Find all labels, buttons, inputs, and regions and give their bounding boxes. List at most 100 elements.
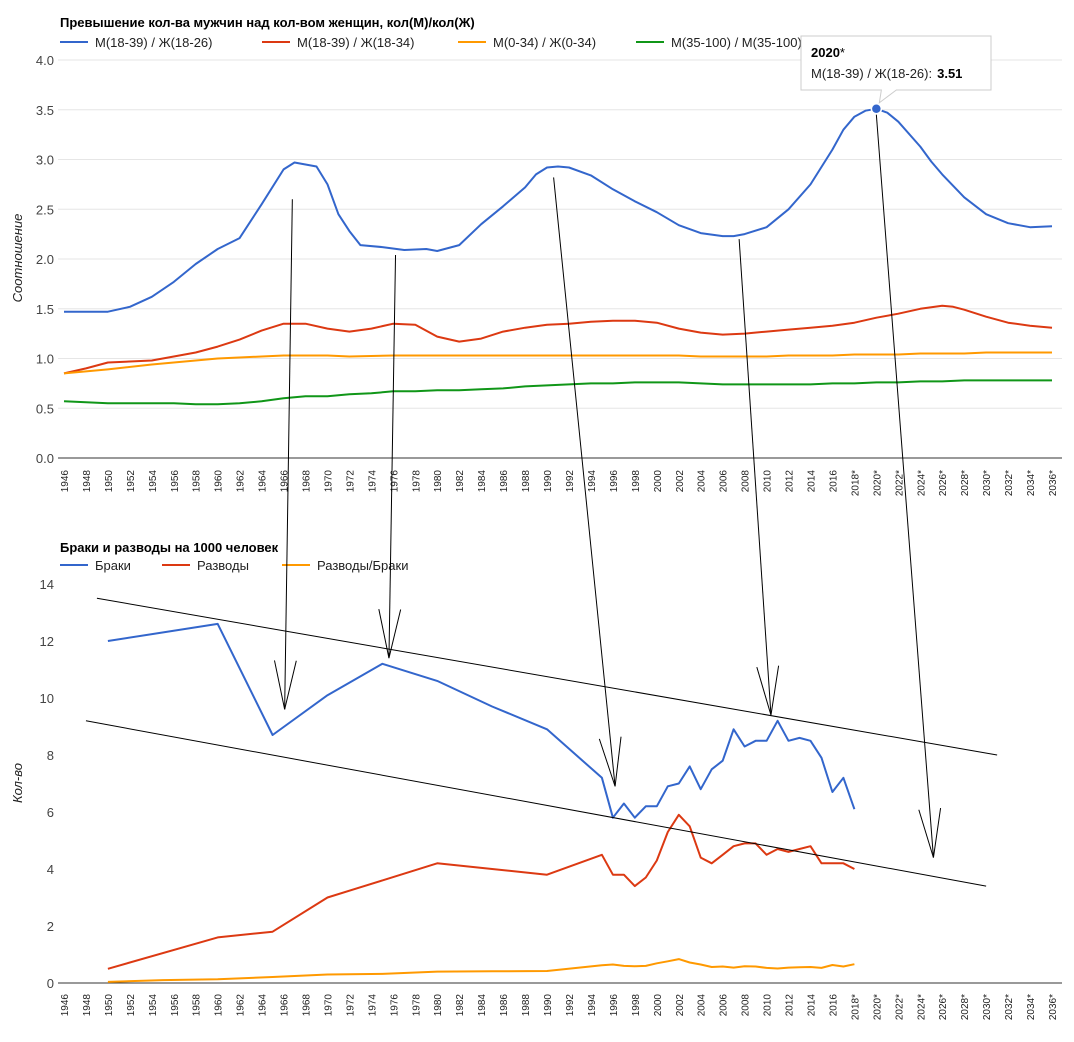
marriage-divorce-x-tick-label: 1986 (499, 994, 510, 1017)
marriage-divorce-x-tick-label: 2028* (960, 994, 971, 1020)
tooltip: 2020* М(18-39) / Ж(18-26): 3.51 (800, 35, 992, 104)
gender-ratio-series-line[interactable] (64, 107, 1053, 313)
gender-ratio-y-tick-label: 2.0 (36, 252, 54, 267)
marriage-divorce-series[interactable] (107, 622, 856, 983)
marriage-divorce-legend[interactable]: Браки Разводы Разводы/Браки (60, 558, 408, 573)
marriage-divorce-x-tick-label: 1996 (609, 994, 620, 1017)
arrow (378, 255, 402, 659)
gender-ratio-x-tick-label: 1992 (565, 470, 576, 493)
marriage-divorce-x-tick-label: 1954 (148, 994, 159, 1017)
gender-ratio-y-tick-label: 2.5 (36, 202, 54, 217)
marriage-divorce-legend-item[interactable]: Разводы (162, 558, 249, 573)
gender-ratio-x-tick-label: 1996 (609, 470, 620, 493)
gender-ratio-x-tick-label: 1968 (302, 470, 313, 493)
marriage-divorce-x-ticks: 1946 1948 1950 1952 1954 1956 1958 1960 1962 1964… (60, 994, 1059, 1021)
gender-ratio-x-tick-label: 2002 (675, 470, 686, 493)
marriage-divorce-x-tick-label: 2034* (1026, 994, 1037, 1020)
annotation-layer (85, 114, 998, 887)
gender-ratio-x-tick-label: 2034* (1026, 470, 1037, 496)
marriage-divorce-x-tick-label: 1982 (455, 994, 466, 1017)
trend-line (96, 597, 998, 756)
marriage-divorce-y-tick-label: 2 (47, 919, 54, 934)
marriage-divorce-y-tick-label: 10 (40, 691, 54, 706)
marriage-divorce-x-tick-label: 1946 (60, 994, 71, 1017)
gender-ratio-x-tick-label: 1988 (521, 470, 532, 493)
marriage-divorce-x-tick-label: 2024* (916, 994, 927, 1020)
marriage-divorce-x-tick-label: 2016 (828, 994, 839, 1017)
gender-ratio-series[interactable] (63, 103, 1053, 406)
marriage-divorce-x-tick-label: 1978 (411, 994, 422, 1017)
marriage-divorce-x-tick-label: 1990 (543, 994, 554, 1017)
gender-ratio-x-tick-label: 1950 (104, 470, 115, 493)
gender-ratio-x-tick-label: 2026* (938, 470, 949, 496)
marriage-divorce-y-tick-label: 6 (47, 805, 54, 820)
gender-ratio-y-tick-label: 1.0 (36, 352, 54, 367)
marriage-divorce-y-ticks: 0 2 4 6 8 10 12 14 (40, 577, 1062, 991)
gender-ratio-x-tick-label: 2028* (960, 470, 971, 496)
marriage-divorce-x-tick-label: 1998 (631, 994, 642, 1017)
marriage-divorce-x-tick-label: 2032* (1004, 994, 1015, 1020)
gender-ratio-legend-label: М(0-34) / Ж(0-34) (493, 35, 596, 50)
marriage-divorce-x-tick-label: 2000 (653, 994, 664, 1017)
gender-ratio-x-tick-label: 2012 (785, 470, 796, 493)
gender-ratio-x-tick-label: 1954 (148, 470, 159, 493)
gender-ratio-legend-item[interactable]: М(18-39) / Ж(18-34) (262, 35, 414, 50)
gender-ratio-series-line[interactable] (63, 304, 1053, 375)
marriage-divorce-x-tick-label: 1976 (389, 994, 400, 1017)
marriage-divorce-series-line[interactable] (107, 813, 855, 970)
marriage-divorce-x-tick-label: 2036* (1048, 994, 1059, 1020)
gender-ratio-x-tick-label: 1982 (455, 470, 466, 493)
gender-ratio-legend[interactable]: М(18-39) / Ж(18-26) М(18-39) / Ж(18-34) М(… (60, 35, 802, 50)
arrow (553, 177, 622, 787)
tooltip-year: 2020* (811, 45, 845, 60)
marriage-divorce-legend-item[interactable]: Разводы/Браки (282, 558, 408, 573)
gender-ratio-x-tick-label: 2014 (806, 470, 817, 493)
gender-ratio-series-line[interactable] (63, 379, 1052, 406)
marriage-divorce-x-tick-label: 2004 (697, 994, 708, 1017)
marriage-divorce-x-tick-label: 1956 (170, 994, 181, 1017)
gender-ratio-x-tick-label: 2008 (741, 470, 752, 493)
gender-ratio-legend-label: М(35-100) / М(35-100) (671, 35, 802, 50)
gender-ratio-x-tick-label: 1976 (389, 470, 400, 493)
marriage-divorce-x-tick-label: 1970 (323, 994, 334, 1017)
marriage-divorce-x-tick-label: 2006 (719, 994, 730, 1017)
gender-ratio-chart-title: Превышение кол-ва мужчин над кол-вом жен… (60, 15, 475, 30)
marriage-divorce-x-tick-label: 2008 (741, 994, 752, 1017)
gender-ratio-x-tick-label: 2004 (697, 470, 708, 493)
arrow (273, 199, 297, 710)
marriage-divorce-y-tick-label: 4 (47, 862, 54, 877)
marriage-divorce-legend-label: Разводы/Браки (317, 558, 408, 573)
gender-ratio-x-tick-label: 2032* (1004, 470, 1015, 496)
gender-ratio-x-tick-label: 1998 (631, 470, 642, 493)
gender-ratio-series-line[interactable] (63, 351, 1052, 375)
marriage-divorce-x-tick-label: 2002 (675, 994, 686, 1017)
gender-ratio-x-tick-label: 1948 (82, 470, 93, 493)
gender-ratio-legend-item[interactable]: М(18-39) / Ж(18-26) (60, 35, 212, 50)
gender-ratio-legend-item[interactable]: М(0-34) / Ж(0-34) (458, 35, 596, 50)
tooltip-data-point[interactable] (870, 103, 883, 115)
gender-ratio-x-tick-label: 1978 (411, 470, 422, 493)
gender-ratio-x-tick-label: 2030* (982, 470, 993, 496)
gender-ratio-x-tick-label: 2016 (828, 470, 839, 493)
gender-ratio-x-tick-label: 1994 (587, 470, 598, 493)
gender-ratio-x-tick-label: 1980 (433, 470, 444, 493)
gender-ratio-y-tick-label: 1.5 (36, 302, 54, 317)
marriage-divorce-x-tick-label: 1948 (82, 994, 93, 1017)
marriage-divorce-legend-label: Разводы (197, 558, 249, 573)
gender-ratio-x-tick-label: 2000 (653, 470, 664, 493)
marriage-divorce-x-tick-label: 1972 (345, 994, 356, 1017)
gender-ratio-x-tick-label: 1952 (126, 470, 137, 493)
marriage-divorce-series-line[interactable] (107, 958, 855, 983)
marriage-divorce-x-tick-label: 2014 (806, 994, 817, 1017)
gender-ratio-y-tick-label: 3.0 (36, 153, 54, 168)
marriage-divorce-x-tick-label: 2022* (894, 994, 905, 1020)
marriage-divorce-series-line[interactable] (107, 622, 856, 819)
marriage-divorce-y-tick-label: 12 (40, 634, 54, 649)
marriage-divorce-x-tick-label: 1960 (214, 994, 225, 1017)
marriage-divorce-chart-title: Браки и разводы на 1000 человек (60, 540, 279, 555)
gender-ratio-x-tick-label: 2020* (872, 470, 883, 496)
gender-ratio-x-tick-label: 2022* (894, 470, 905, 496)
marriage-divorce-x-tick-label: 1958 (192, 994, 203, 1017)
gender-ratio-legend-item[interactable]: М(35-100) / М(35-100) (636, 35, 802, 50)
marriage-divorce-legend-item[interactable]: Браки (60, 558, 131, 573)
